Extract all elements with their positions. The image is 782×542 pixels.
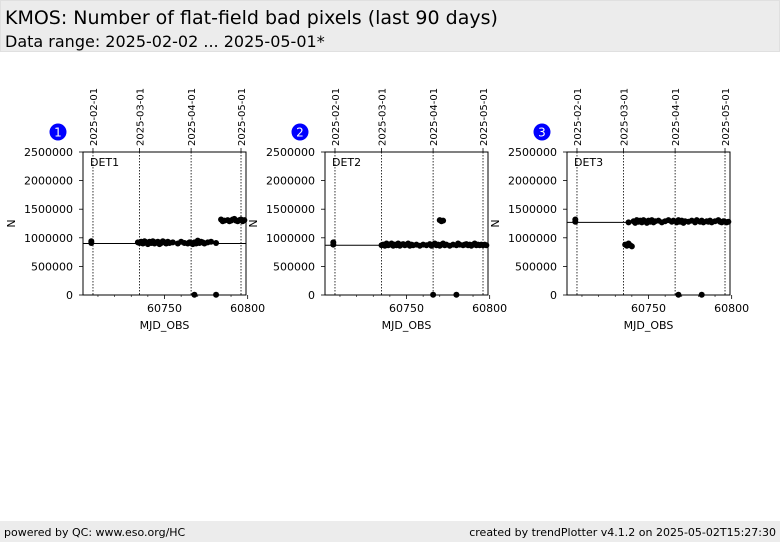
x-tick-label: 60800 [230,302,265,315]
badge-number: 2 [296,126,304,140]
footer-bar: powered by QC: www.eso.org/HC created by… [0,521,780,542]
data-point [169,239,176,246]
y-tick-label: 0 [550,289,557,302]
detector-label: DET1 [90,156,119,169]
top-date-label: 2025-04-01 [671,88,682,146]
top-date-label: 2025-03-01 [378,88,389,146]
top-date-label: 2025-04-01 [187,88,198,146]
y-tick-label: 500000 [273,260,315,273]
y-tick-label: 0 [66,289,73,302]
y-tick-label: 1000000 [508,232,557,245]
charts-area: 1 2025-02-01 2025-03-01 2025-04-01 2025-05-0… [5,88,749,332]
x-axis-label: MJD_OBS [624,319,674,332]
y-tick-label: 2000000 [24,175,73,188]
y-axis-label: N [5,219,18,227]
y-axis-label: N [247,219,260,227]
chart-panel-det1: 1 2025-02-01 2025-03-01 2025-04-01 2025-05-0… [5,88,265,332]
y-tick-label: 1500000 [24,203,73,216]
data-point [628,243,635,250]
panel-number-badge: 1 [49,123,67,141]
x-tick-label: 60750 [389,302,424,315]
plot-frame [324,151,489,296]
header-bar: KMOS: Number of flat-field bad pixels (l… [0,0,780,52]
data-point [572,218,579,225]
data-point [625,219,632,226]
top-date-label: 2025-05-01 [721,88,732,146]
y-tick-label: 2500000 [24,146,73,159]
panel-number-badge: 2 [291,123,309,141]
badge-circle [291,123,309,141]
y-tick-label: 1000000 [266,232,315,245]
chart-panel-det3: 3 2025-02-01 2025-03-01 2025-04-01 2025-05-0… [489,88,749,332]
top-date-label: 2025-02-01 [331,88,342,146]
x-tick-label: 60800 [714,302,749,315]
page-title: KMOS: Number of flat-field bad pixels (l… [5,7,498,29]
badge-number: 3 [538,126,546,140]
detector-label: DET3 [574,156,603,169]
panel-number-badge: 3 [533,123,551,141]
top-date-label: 2025-02-01 [573,88,584,146]
data-point [440,217,447,224]
badge-circle [533,123,551,141]
y-tick-label: 1000000 [24,232,73,245]
y-tick-label: 2000000 [266,175,315,188]
detector-label: DET2 [332,156,361,169]
x-axis-label: MJD_OBS [382,319,432,332]
y-tick-label: 1500000 [508,203,557,216]
top-date-label: 2025-05-01 [479,88,490,146]
y-tick-label: 2500000 [266,146,315,159]
top-date-label: 2025-04-01 [429,88,440,146]
top-date-label: 2025-03-01 [620,88,631,146]
y-tick-label: 0 [308,289,315,302]
y-tick-label: 1500000 [266,203,315,216]
footer-generator: created by trendPlotter v4.1.2 on 2025-0… [469,526,776,539]
data-point [213,239,220,246]
y-tick-label: 2000000 [508,175,557,188]
y-tick-label: 500000 [31,260,73,273]
data-point [330,241,337,248]
y-axis-label: N [489,219,502,227]
top-date-label: 2025-03-01 [136,88,147,146]
badge-circle [49,123,67,141]
x-axis-label: MJD_OBS [140,319,190,332]
top-date-label: 2025-05-01 [237,88,248,146]
x-tick-label: 60750 [631,302,666,315]
top-date-label: 2025-02-01 [89,88,100,146]
y-tick-label: 500000 [515,260,557,273]
footer-credit[interactable]: powered by QC: www.eso.org/HC [4,526,186,539]
page-subtitle: Data range: 2025-02-02 ... 2025-05-01* [5,32,325,51]
chart-panel-det2: 2 2025-02-01 2025-03-01 2025-04-01 2025-05-0… [247,88,507,332]
y-tick-label: 2500000 [508,146,557,159]
x-tick-label: 60750 [147,302,182,315]
badge-number: 1 [54,126,62,140]
data-point [88,239,95,246]
x-tick-label: 60800 [472,302,507,315]
data-point [208,238,215,245]
